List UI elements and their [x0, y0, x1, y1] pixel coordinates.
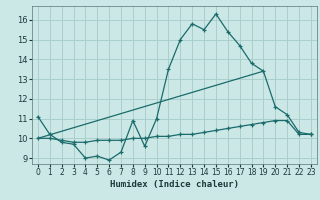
- X-axis label: Humidex (Indice chaleur): Humidex (Indice chaleur): [110, 180, 239, 189]
